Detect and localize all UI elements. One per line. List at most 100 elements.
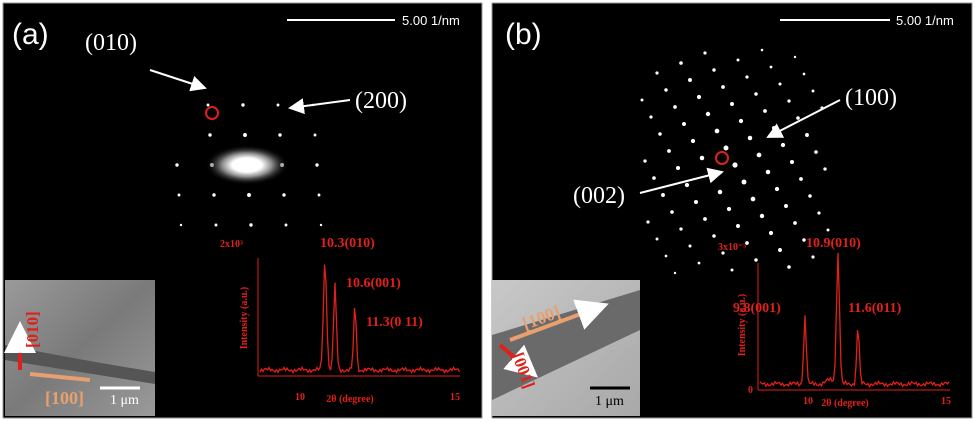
central-beam (205, 145, 289, 185)
direction-arrow (509, 299, 609, 342)
direction-arrow (29, 372, 91, 382)
diffraction-spot (284, 223, 288, 227)
diffraction-spot (736, 224, 740, 228)
diffraction-spot (721, 85, 725, 89)
diffraction-spot (243, 133, 247, 137)
diffraction-spot (646, 220, 650, 224)
diffraction-spot (699, 155, 705, 161)
panel-label: (b) (505, 18, 542, 51)
diffraction-spot (664, 88, 668, 92)
arrow (288, 98, 351, 115)
diffraction-spot (747, 135, 753, 141)
y-tick-label: 0 (748, 385, 753, 396)
scale-text: 5.00 1/nm (896, 13, 954, 28)
diffraction-spot (690, 138, 696, 144)
diffraction-spot (652, 176, 656, 180)
diffraction-spot (696, 94, 702, 100)
scale-text: 1 μm (110, 393, 139, 408)
diffraction-spot (811, 89, 815, 93)
diffraction-spot (796, 116, 800, 120)
diffraction-spot (745, 241, 749, 245)
annotation: (010) (85, 30, 137, 56)
diffraction-spot (655, 237, 659, 241)
diffraction-spot (802, 238, 806, 242)
diffraction-spot (679, 61, 683, 65)
diffraction-spot (247, 193, 251, 197)
diffraction-spot (741, 179, 747, 185)
diffraction-spot (811, 255, 815, 259)
diffraction-spot (703, 51, 707, 55)
diffraction-spot (826, 228, 830, 232)
diffraction-spot (282, 193, 286, 197)
diffraction-spot (684, 182, 690, 188)
spectrum-curve (759, 252, 950, 388)
diffraction-spot (723, 145, 729, 151)
diffraction-spot (784, 204, 788, 208)
diffraction-spot (787, 99, 791, 103)
diffraction-spot (730, 268, 734, 272)
diffraction-spot (682, 122, 686, 126)
diffraction-spot (679, 227, 683, 231)
diffraction-spot (649, 115, 653, 119)
diffraction-spot (693, 199, 699, 205)
diffraction-spot (787, 265, 791, 269)
annotation: (002) (573, 183, 625, 209)
direction-label: [010] (23, 311, 42, 348)
diffraction-spot (726, 206, 732, 212)
diffraction-spot (664, 254, 668, 258)
diffraction-spot (756, 152, 762, 158)
diffraction-spot (670, 210, 674, 214)
diffraction-spot (673, 105, 677, 109)
diffraction-spot (765, 169, 771, 175)
diffraction-spot (313, 133, 317, 137)
diffraction-spot (768, 230, 774, 236)
diffraction-spot (789, 159, 795, 165)
scale-text: 5.00 1/nm (402, 13, 460, 28)
diffraction-spot (673, 271, 677, 275)
diffraction-spot (738, 118, 744, 124)
x-tick-label: 15 (450, 392, 460, 403)
diffraction-spot (778, 248, 782, 252)
diffraction-spot (769, 65, 773, 69)
diffraction-spot (717, 189, 723, 195)
peak-label: 11.3(0 11) (366, 315, 423, 330)
y-label: Intensity (a.u.) (737, 294, 748, 357)
diffraction-spot (763, 109, 767, 113)
arrow (149, 69, 207, 92)
diffraction-spot (745, 75, 749, 79)
diffraction-spot (249, 223, 253, 227)
diffraction-spot (730, 102, 734, 106)
diffraction-spot (774, 186, 780, 192)
diffraction-spot (793, 55, 797, 59)
tem-rod (5, 345, 155, 384)
direction-arrow (498, 343, 539, 378)
diffraction-spot (771, 125, 777, 131)
diffraction-spot (780, 142, 786, 148)
diffraction-spot (206, 103, 210, 107)
scale-text: 1 μm (595, 394, 624, 409)
diffraction-spot (688, 78, 692, 82)
direction-label: [100] (45, 388, 84, 408)
diffraction-spot (643, 159, 647, 163)
diffraction-spot (705, 111, 711, 117)
diffraction-spot (315, 163, 319, 167)
diffraction-spot (703, 217, 707, 221)
annotation: (200) (355, 88, 407, 114)
diffraction-spot (241, 103, 245, 107)
peak-label: 10.9(010) (806, 236, 861, 251)
highlight-circle (715, 151, 729, 165)
diffraction-spot (802, 72, 806, 76)
diffraction-spot (175, 163, 179, 167)
x-label: 2θ (degree) (821, 398, 869, 409)
diffraction-spot (799, 177, 803, 181)
diffraction-spot (179, 223, 183, 227)
diffraction-spot (732, 162, 738, 168)
diffraction-spot (276, 103, 280, 107)
diffraction-spot (667, 149, 671, 153)
diffraction-spot (721, 251, 725, 255)
peak-label: 10.6(001) (346, 276, 401, 291)
peak-label: 9.8(001) (733, 301, 781, 316)
diffraction-spot (814, 150, 818, 154)
annotation: (100) (845, 85, 897, 111)
